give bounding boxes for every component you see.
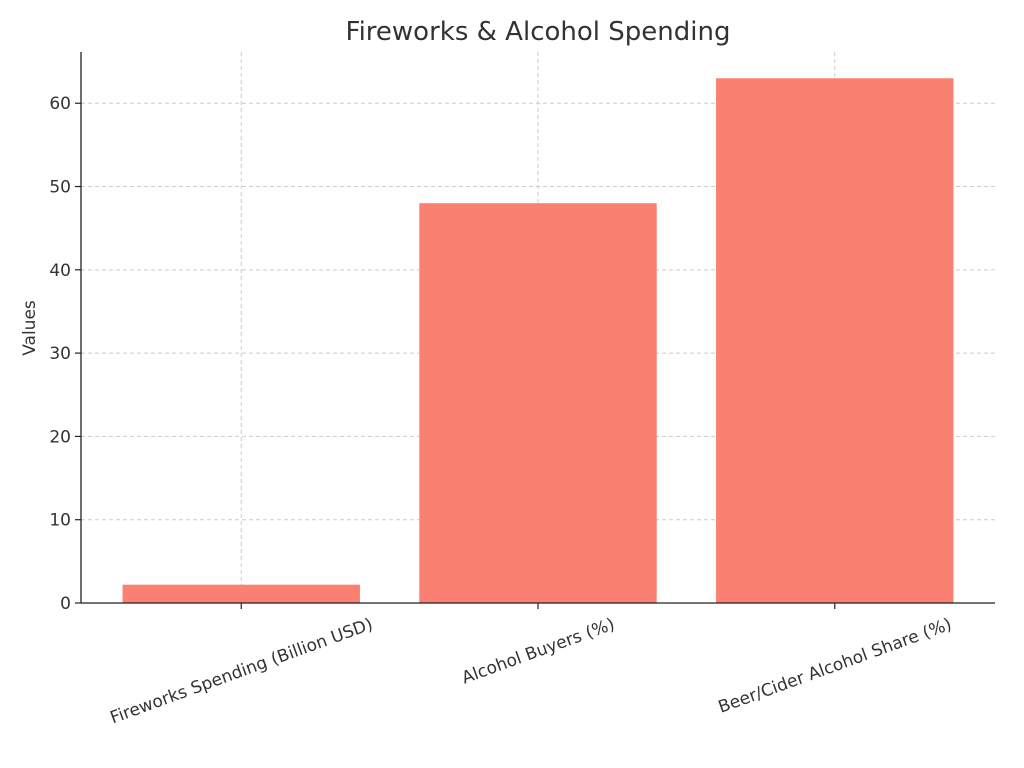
chart-title: Fireworks & Alcohol Spending: [346, 17, 731, 47]
bar: [419, 203, 657, 604]
x-tick-label: Fireworks Spending (Billion USD): [108, 615, 376, 729]
x-tick-label: Alcohol Buyers (%): [459, 615, 617, 689]
y-tick-label: 40: [49, 261, 71, 281]
x-tick-label: Beer/Cider Alcohol Share (%): [716, 615, 955, 718]
y-axis-label: Values: [20, 300, 40, 356]
y-tick-label: 20: [49, 427, 71, 447]
bar: [122, 584, 360, 603]
bar: [716, 78, 954, 603]
y-tick-label: 10: [49, 511, 71, 531]
y-tick-label: 30: [49, 344, 71, 364]
y-tick-label: 50: [49, 178, 71, 198]
y-tick-label: 0: [60, 594, 71, 614]
y-tick-label: 60: [49, 94, 71, 114]
